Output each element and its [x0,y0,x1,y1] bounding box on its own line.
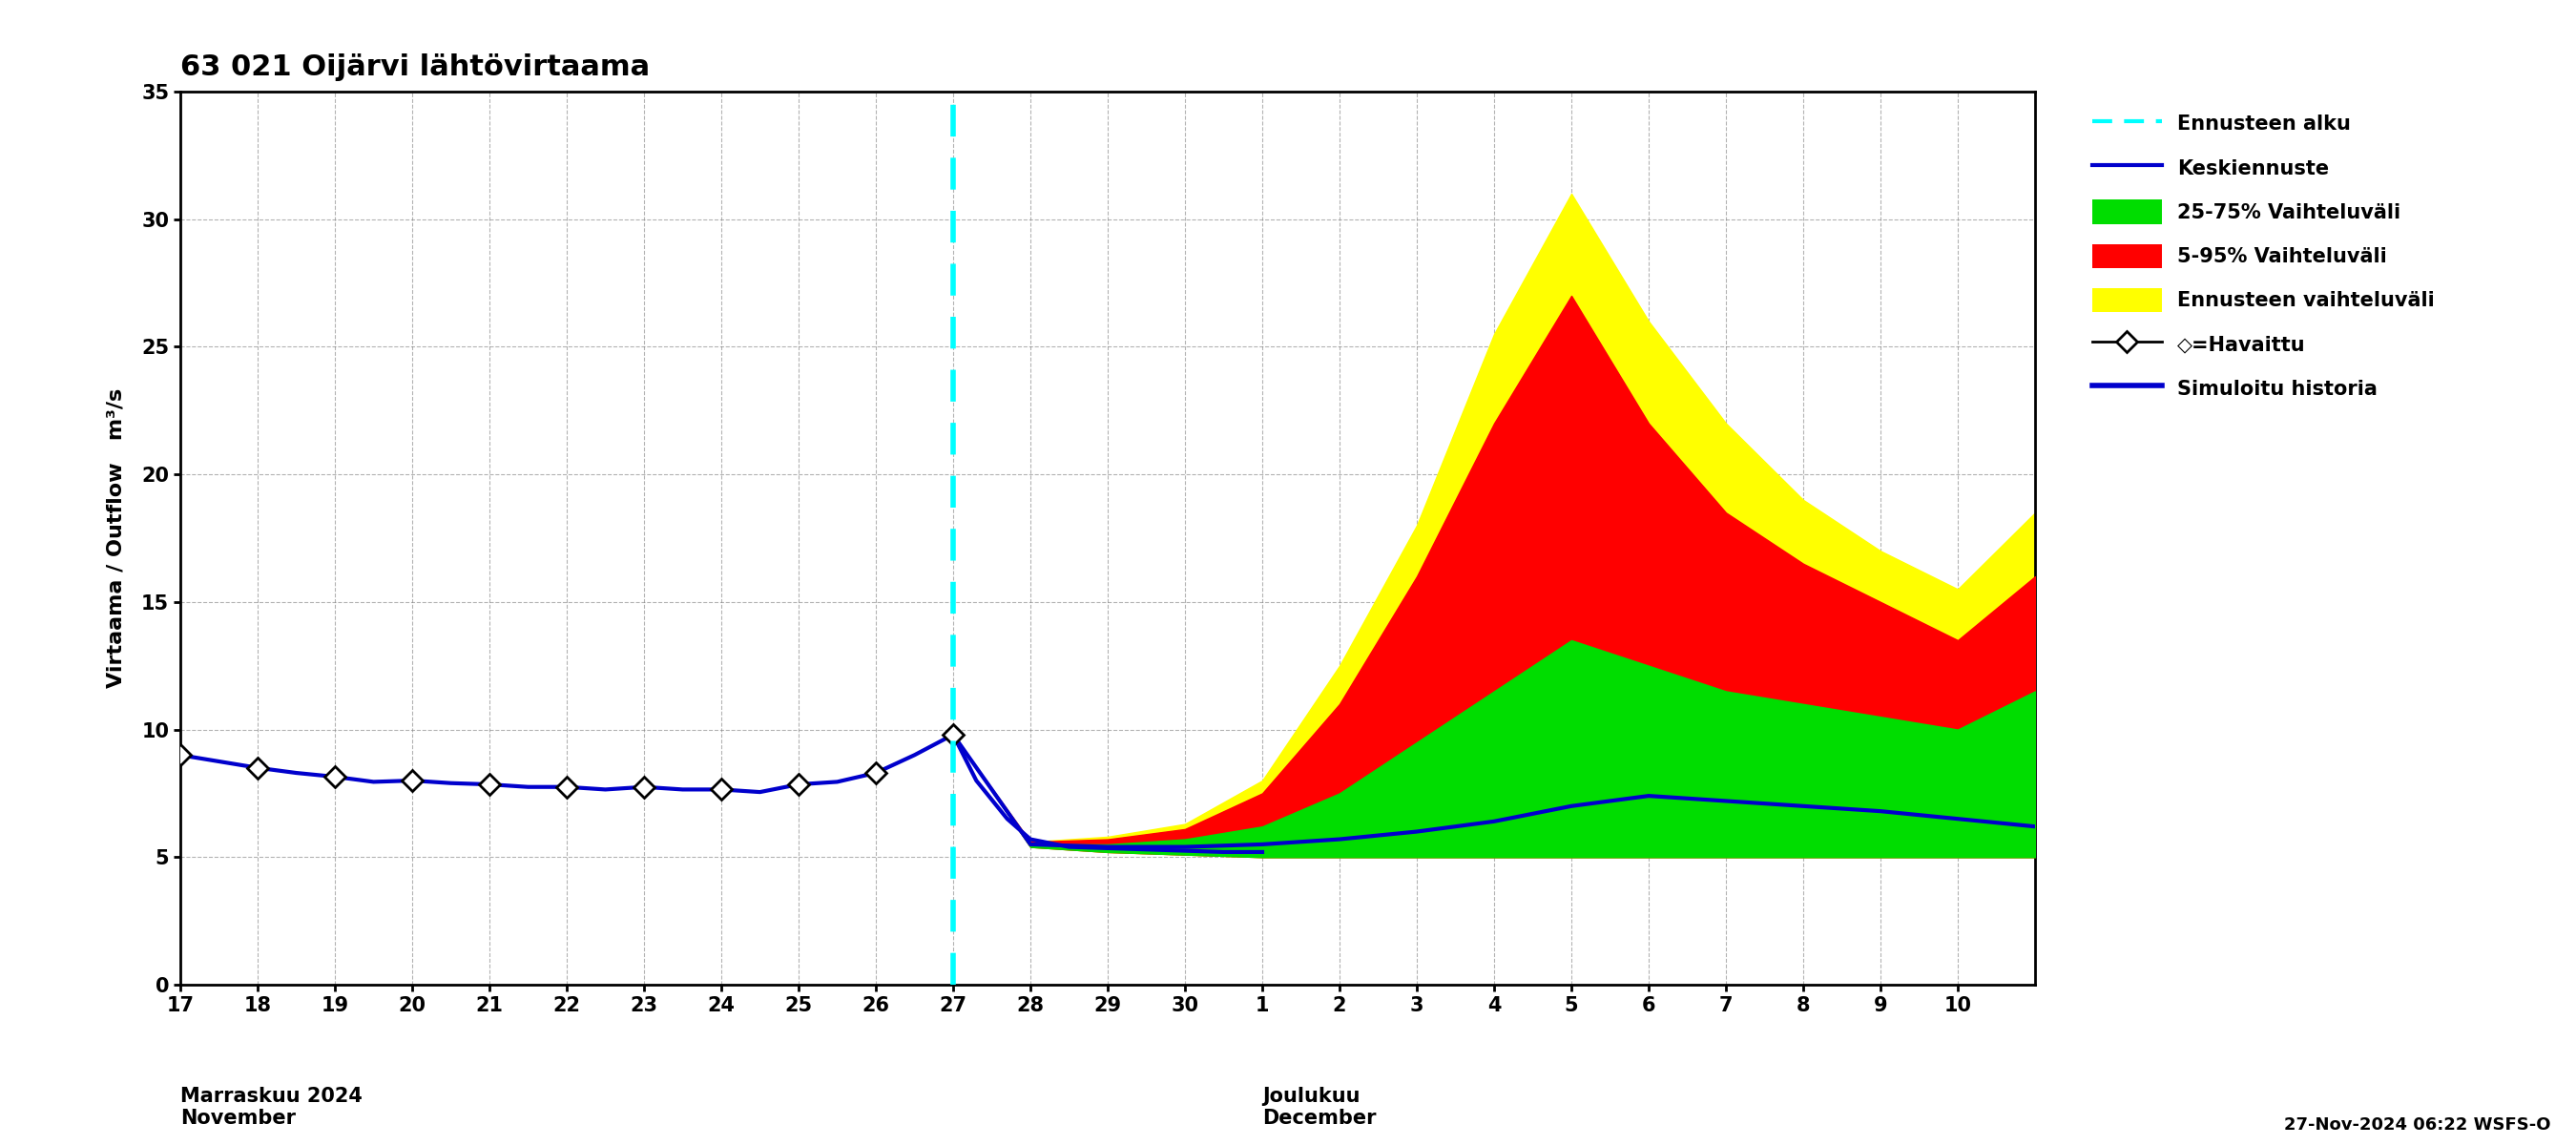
Text: Joulukuu
December: Joulukuu December [1262,1087,1376,1128]
Y-axis label: Virtaama / Outflow   m³/s: Virtaama / Outflow m³/s [106,388,126,688]
Text: 63 021 Oijärvi lähtövirtaama: 63 021 Oijärvi lähtövirtaama [180,54,649,81]
Text: 27-Nov-2024 06:22 WSFS-O: 27-Nov-2024 06:22 WSFS-O [2282,1116,2550,1134]
Text: Marraskuu 2024
November: Marraskuu 2024 November [180,1087,363,1128]
Legend: Ennusteen alku, Keskiennuste, 25-75% Vaihteluväli, 5-95% Vaihteluväli, Ennusteen: Ennusteen alku, Keskiennuste, 25-75% Vai… [2081,102,2445,410]
